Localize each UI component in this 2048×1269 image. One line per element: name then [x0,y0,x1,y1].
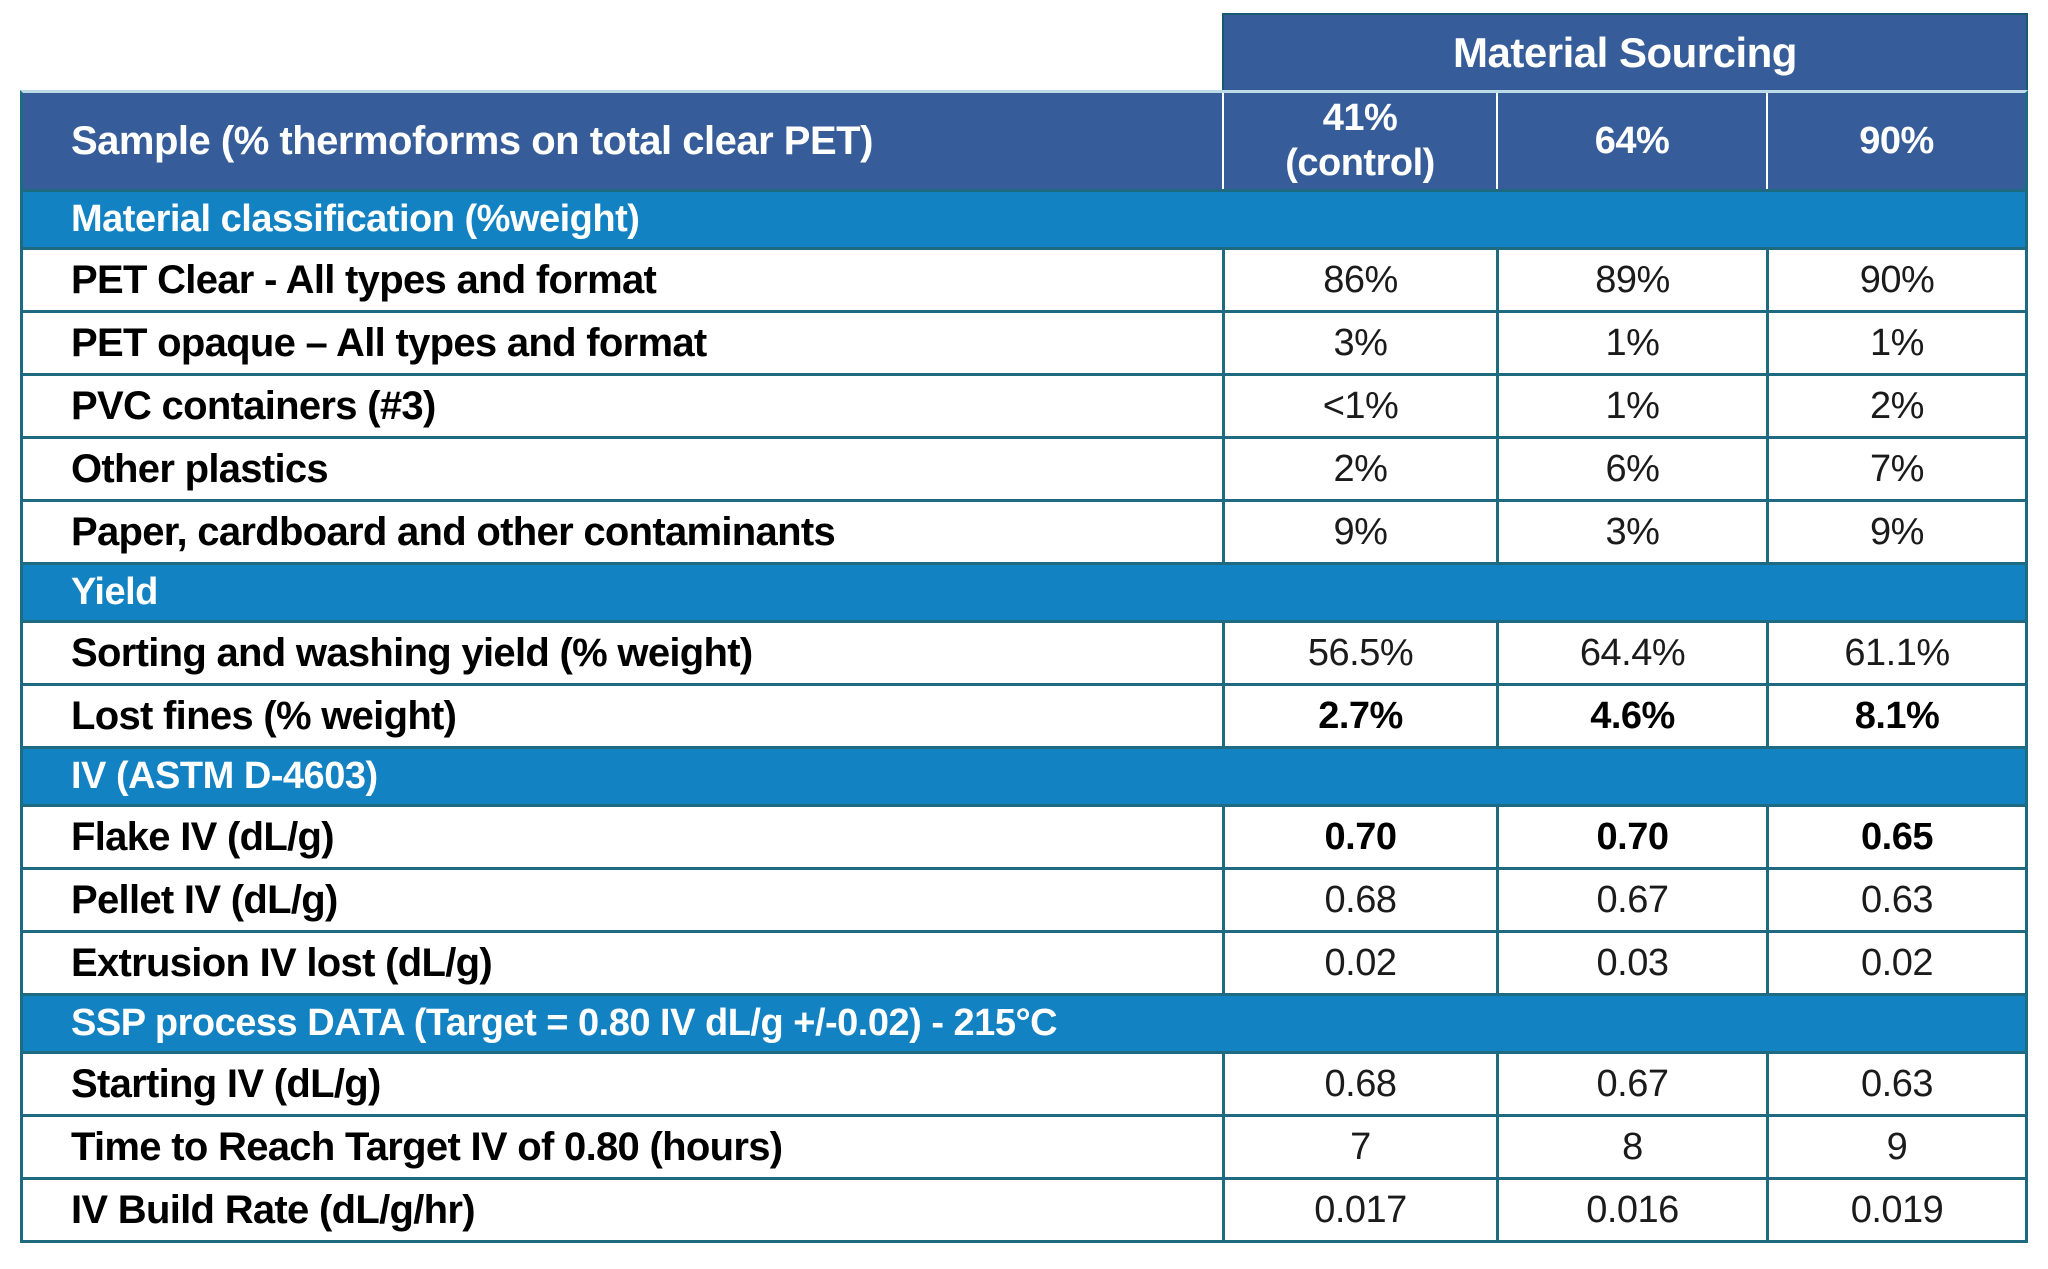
row-label: IV Build Rate (dL/g/hr) [71,1187,476,1232]
cell-value: 2% [1766,376,2025,436]
cell-value: 2.7% [1222,686,1496,746]
cell-value: 9% [1222,502,1496,562]
cell-value: 0.67 [1496,1054,1766,1114]
column-header-64: 64% [1496,93,1766,189]
row-label: Starting IV (dL/g) [71,1061,381,1106]
row-label: Pellet IV (dL/g) [71,877,338,922]
column-header-line2: (control) [1285,142,1435,184]
section-header-material-classification: Material classification (%weight) [20,192,2028,250]
section-header-iv-astm: IV (ASTM D-4603) [20,749,2028,807]
row-label: PVC containers (#3) [71,383,436,428]
cell-value: <1% [1222,376,1496,436]
cell-value: 90% [1766,250,2025,310]
row-label: Paper, cardboard and other contaminants [71,509,836,554]
banner-spacer [20,13,1222,90]
row-pellet-iv: Pellet IV (dL/g) 0.68 0.67 0.63 [20,870,2028,933]
cell-value: 0.67 [1496,870,1766,930]
row-pvc-containers: PVC containers (#3) <1% 1% 2% [20,376,2028,439]
cell-value: 0.63 [1766,870,2025,930]
cell-value: 1% [1496,313,1766,373]
row-label: Lost fines (% weight) [71,693,457,738]
cell-value: 1% [1496,376,1766,436]
cell-value: 61.1% [1766,623,2025,683]
cell-value: 1% [1766,313,2025,373]
banner-title: Material Sourcing [1453,28,1797,76]
row-label: Other plastics [71,446,329,491]
material-sourcing-table: Material Sourcing Sample (% thermoforms … [20,13,2028,1243]
cell-value: 0.02 [1766,933,2025,993]
cell-value: 0.68 [1222,1054,1496,1114]
cell-value: 0.65 [1766,807,2025,867]
sample-header-row: Sample (% thermoforms on total clear PET… [20,90,2028,192]
row-sorting-washing-yield: Sorting and washing yield (% weight) 56.… [20,623,2028,686]
cell-value: 0.70 [1496,807,1766,867]
row-extrusion-iv-lost: Extrusion IV lost (dL/g) 0.02 0.03 0.02 [20,933,2028,996]
section-header-ssp-process: SSP process DATA (Target = 0.80 IV dL/g … [20,996,2028,1054]
column-header-41-control: 41% (control) [1222,93,1496,189]
row-label: Time to Reach Target IV of 0.80 (hours) [71,1124,783,1169]
cell-value: 0.017 [1222,1180,1496,1240]
row-paper-cardboard: Paper, cardboard and other contaminants … [20,502,2028,565]
cell-value: 56.5% [1222,623,1496,683]
cell-value: 0.63 [1766,1054,2025,1114]
cell-value: 0.68 [1222,870,1496,930]
cell-value: 0.016 [1496,1180,1766,1240]
row-label: Flake IV (dL/g) [71,814,335,859]
cell-value: 86% [1222,250,1496,310]
section-header-yield: Yield [20,565,2028,623]
column-header-line1: 90% [1859,119,1934,162]
cell-value: 64.4% [1496,623,1766,683]
cell-value: 4.6% [1496,686,1766,746]
cell-value: 9% [1766,502,2025,562]
cell-value: 3% [1496,502,1766,562]
cell-value: 2% [1222,439,1496,499]
row-other-plastics: Other plastics 2% 6% 7% [20,439,2028,502]
cell-value: 0.019 [1766,1180,2025,1240]
cell-value: 89% [1496,250,1766,310]
column-header-line1: 64% [1594,119,1670,162]
row-label: Sorting and washing yield (% weight) [71,630,753,675]
cell-value: 8.1% [1766,686,2025,746]
cell-value: 3% [1222,313,1496,373]
column-header-90: 90% [1766,93,2025,189]
cell-value: 0.03 [1496,933,1766,993]
column-header-line1: 41% [1322,97,1398,140]
cell-value: 9 [1766,1117,2025,1177]
row-pet-clear: PET Clear - All types and format 86% 89%… [20,250,2028,313]
row-label: PET Clear - All types and format [71,257,657,302]
banner-row: Material Sourcing [20,13,2028,90]
row-lost-fines: Lost fines (% weight) 2.7% 4.6% 8.1% [20,686,2028,749]
row-label: PET opaque – All types and format [71,320,707,365]
row-starting-iv: Starting IV (dL/g) 0.68 0.67 0.63 [20,1054,2028,1117]
cell-value: 8 [1496,1117,1766,1177]
row-flake-iv: Flake IV (dL/g) 0.70 0.70 0.65 [20,807,2028,870]
sample-header-label: Sample (% thermoforms on total clear PET… [71,118,873,163]
row-pet-opaque: PET opaque – All types and format 3% 1% … [20,313,2028,376]
row-label: Extrusion IV lost (dL/g) [71,940,493,985]
row-iv-build-rate: IV Build Rate (dL/g/hr) 0.017 0.016 0.01… [20,1180,2028,1243]
row-time-to-target-iv: Time to Reach Target IV of 0.80 (hours) … [20,1117,2028,1180]
material-sourcing-banner: Material Sourcing [1222,13,2028,90]
cell-value: 7 [1222,1117,1496,1177]
cell-value: 7% [1766,439,2025,499]
cell-value: 6% [1496,439,1766,499]
cell-value: 0.70 [1222,807,1496,867]
cell-value: 0.02 [1222,933,1496,993]
